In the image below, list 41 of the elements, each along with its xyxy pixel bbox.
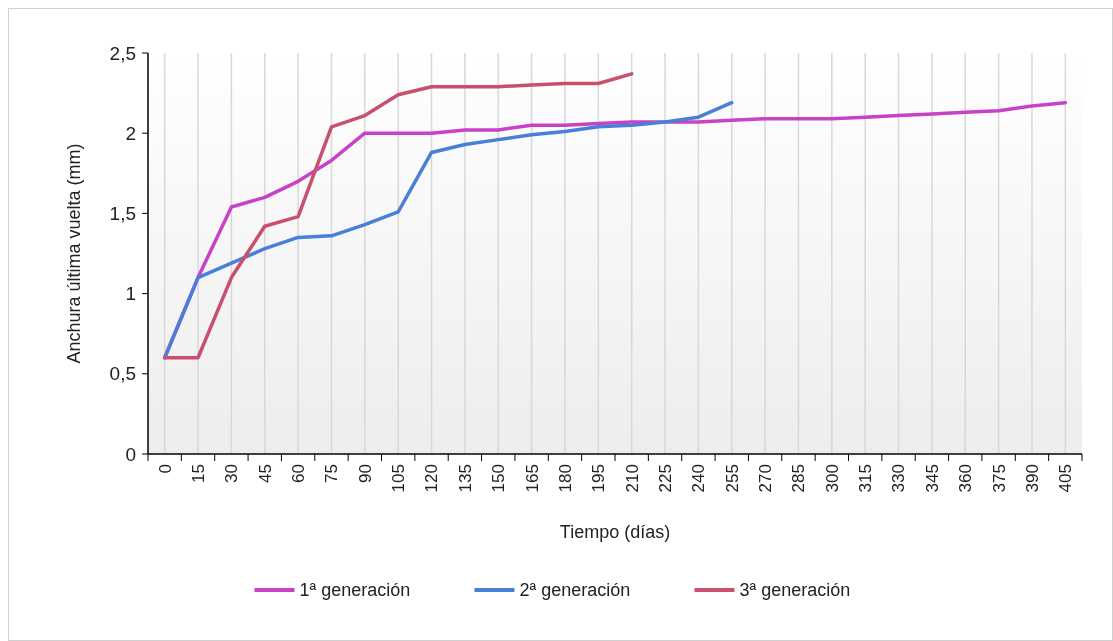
x-tick-label: 45 <box>255 464 275 483</box>
y-axis-title: Anchura última vuelta (mm) <box>64 143 84 364</box>
x-tick-label: 210 <box>622 464 642 493</box>
y-tick-label: 0,5 <box>109 363 136 385</box>
x-tick-label: 300 <box>822 464 842 493</box>
x-tick-label: 360 <box>956 464 976 493</box>
x-tick-label: 240 <box>689 464 709 493</box>
x-axis-title: Tiempo (días) <box>559 522 671 542</box>
line-series <box>162 100 734 360</box>
x-tick-label: 150 <box>489 464 509 493</box>
y-tick-label: 0 <box>125 443 136 465</box>
x-tick-label: 135 <box>455 464 475 493</box>
x-tick-label: 30 <box>222 464 242 483</box>
x-tick-label: 75 <box>322 464 342 483</box>
x-tick-label: 15 <box>188 464 208 483</box>
x-tick-label: 270 <box>756 464 776 493</box>
x-tick-label: 195 <box>589 464 609 493</box>
y-tick-label: 2,5 <box>109 42 136 64</box>
legend-label: 2ª generación <box>519 580 631 601</box>
x-tick-label: 405 <box>1056 464 1076 493</box>
y-tick-label: 2 <box>125 122 136 144</box>
x-tick-label: 345 <box>922 464 942 493</box>
x-tick-label: 105 <box>389 464 409 493</box>
x-tick-label: 375 <box>989 464 1009 493</box>
x-tick-label: 255 <box>722 464 742 493</box>
x-tick-label: 90 <box>355 464 375 483</box>
y-tick-label: 1 <box>125 283 136 305</box>
x-tick-label: 180 <box>555 464 575 493</box>
y-tick-label: 1,5 <box>109 203 136 225</box>
x-tick-label: 390 <box>1022 464 1042 493</box>
x-tick-label: 225 <box>655 464 675 493</box>
x-tick-label: 60 <box>289 464 309 483</box>
line-series <box>162 72 634 360</box>
x-tick-label: 330 <box>889 464 909 493</box>
x-tick-label: 0 <box>155 464 175 474</box>
legend-label: 1ª generación <box>299 580 411 601</box>
legend-label: 3ª generación <box>739 580 851 601</box>
x-tick-label: 120 <box>422 464 442 493</box>
x-tick-label: 285 <box>789 464 809 493</box>
x-tick-label: 165 <box>522 464 542 493</box>
x-tick-label: 315 <box>856 464 876 493</box>
